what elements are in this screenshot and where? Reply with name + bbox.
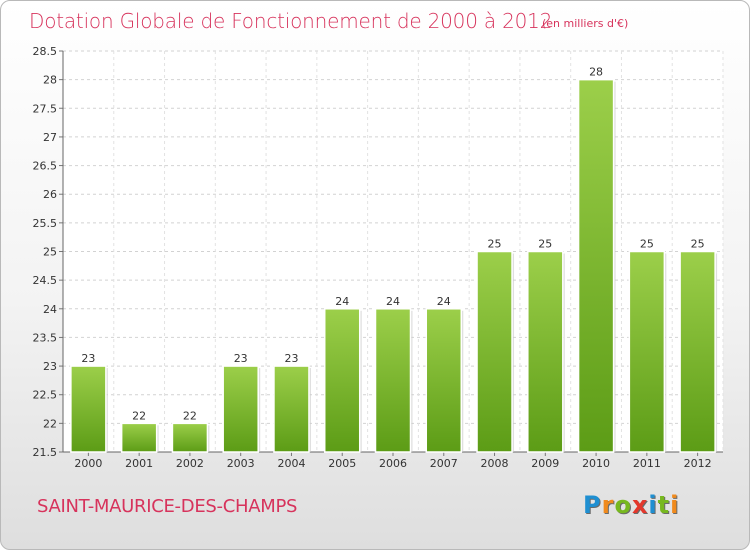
bar-2003	[222, 365, 259, 453]
data-label: 25	[640, 238, 654, 251]
data-label: 25	[488, 238, 502, 251]
x-tick-label: 2011	[633, 457, 661, 470]
bar-2000	[70, 365, 107, 453]
commune-name: SAINT-MAURICE-DES-CHAMPS	[37, 496, 298, 517]
bar-2012	[679, 250, 716, 453]
y-tick-label: 24	[43, 303, 57, 316]
data-label: 25	[691, 238, 705, 251]
y-tick-label: 21.5	[33, 446, 58, 459]
bar-2004	[273, 365, 310, 453]
data-label: 24	[335, 295, 349, 308]
proxiti-logo: Proxiti	[583, 491, 679, 519]
x-tick-label: 2012	[684, 457, 712, 470]
x-tick-label: 2007	[430, 457, 458, 470]
logo-letter: P	[583, 491, 602, 519]
y-tick-label: 25	[43, 246, 57, 259]
y-tick-label: 25.5	[33, 217, 58, 230]
y-tick-label: 23.5	[33, 331, 58, 344]
logo-letter: x	[631, 491, 649, 519]
bar-2011	[628, 250, 666, 453]
bars	[70, 78, 718, 453]
bar-2002	[171, 422, 209, 453]
bar-2008	[476, 250, 513, 453]
x-tick-label: 2001	[125, 457, 153, 470]
y-tick-label: 28.5	[33, 45, 58, 58]
y-tick-label: 24.5	[33, 274, 58, 287]
data-label: 22	[183, 409, 197, 422]
x-tick-label: 2006	[379, 457, 407, 470]
x-tick-label: 2010	[582, 457, 610, 470]
bar-2010	[577, 78, 615, 453]
data-label: 23	[234, 352, 248, 365]
data-label: 24	[386, 295, 400, 308]
x-tick-label: 2002	[176, 457, 204, 470]
bar-2005	[323, 308, 361, 453]
bar-2009	[527, 250, 564, 453]
logo-letter: t	[657, 491, 671, 519]
logo-letter: o	[614, 491, 632, 519]
y-tick-label: 26.5	[33, 160, 58, 173]
y-tick-label: 23	[43, 360, 57, 373]
data-label: 22	[132, 409, 146, 422]
data-label: 25	[538, 238, 552, 251]
y-tick-label: 26	[43, 188, 57, 201]
x-tick-label: 2003	[227, 457, 255, 470]
bar-2007	[425, 308, 463, 453]
logo-letter: i	[670, 491, 680, 519]
data-label: 23	[284, 352, 298, 365]
data-label: 24	[437, 295, 451, 308]
logo-letter: r	[601, 491, 615, 519]
y-tick-label: 22.5	[33, 389, 58, 402]
data-label: 28	[589, 66, 603, 79]
x-tick-label: 2008	[481, 457, 509, 470]
y-tick-label: 27	[43, 131, 57, 144]
x-tick-label: 2005	[328, 457, 356, 470]
bar-2001	[120, 422, 158, 453]
x-tick-label: 2004	[277, 457, 305, 470]
bar-2006	[374, 308, 412, 453]
data-label: 23	[81, 352, 95, 365]
logo-letter: i	[648, 491, 658, 519]
y-tick-label: 27.5	[33, 102, 58, 115]
data-labels: 23 22 22 23 23 24 24 24 25 25 28 25 25	[81, 66, 704, 423]
chart-subtitle: (en milliers d'€)	[542, 17, 629, 30]
y-tick-label: 28	[43, 74, 57, 87]
x-tick-label: 2009	[531, 457, 559, 470]
x-tick-label: 2000	[74, 457, 102, 470]
chart-title: Dotation Globale de Fonctionnement de 20…	[29, 9, 553, 33]
y-tick-label: 22	[43, 417, 57, 430]
